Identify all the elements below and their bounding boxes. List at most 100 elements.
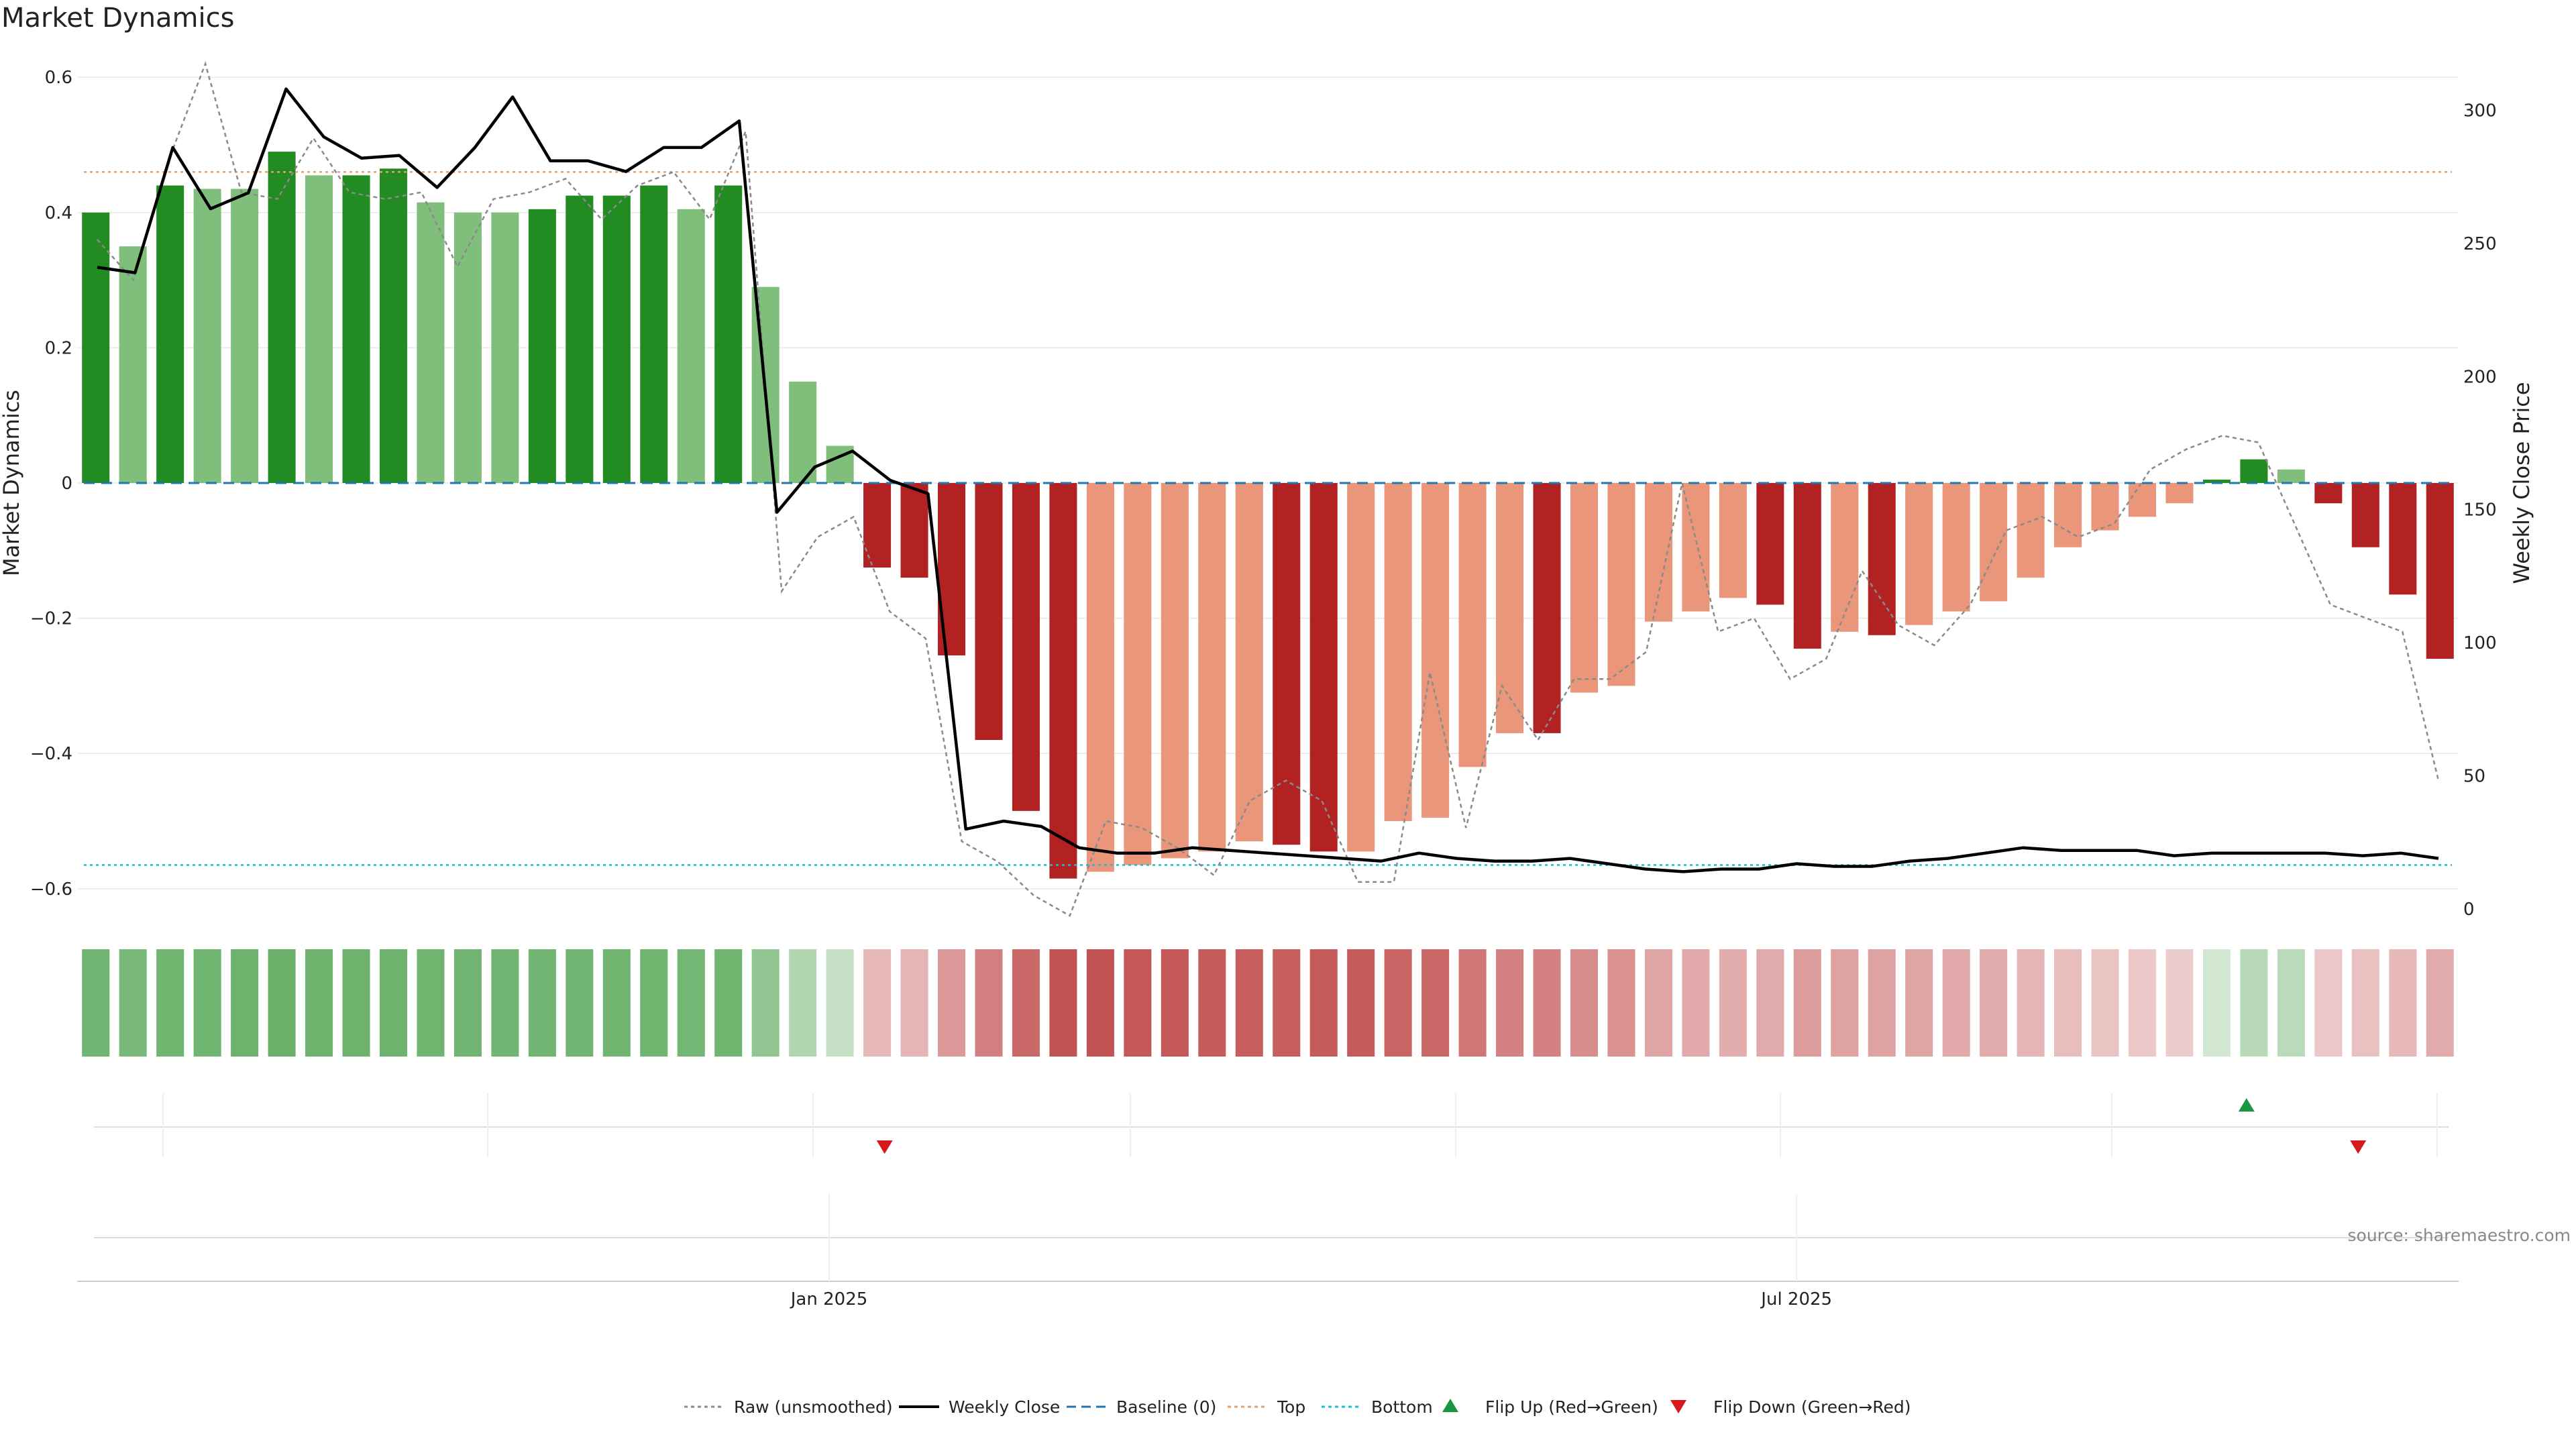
bar: [714, 185, 743, 483]
bar: [379, 168, 408, 484]
bar: [1607, 483, 1635, 686]
bar: [1942, 483, 1970, 612]
strip-cell: [2314, 949, 2343, 1057]
strip-cell: [2128, 949, 2157, 1057]
bar: [1309, 483, 1338, 852]
bar: [1719, 483, 1747, 598]
date-tick-label: Jan 2025: [790, 1289, 868, 1309]
strip-cell: [82, 949, 110, 1057]
bar: [1644, 483, 1672, 622]
strip-cell: [268, 949, 296, 1057]
bar: [2240, 459, 2268, 483]
right-tick-label: 200: [2463, 367, 2497, 387]
strip-cell: [2277, 949, 2305, 1057]
strip-cell: [1682, 949, 1710, 1057]
bar: [1682, 483, 1710, 612]
reference-lines: [84, 171, 2452, 866]
strip-cell: [1458, 949, 1487, 1057]
strip-cell: [1533, 949, 1561, 1057]
legend-label: Bottom: [1371, 1397, 1433, 1417]
strip-cell: [342, 949, 370, 1057]
bar: [1905, 483, 1933, 625]
raw-unsmoothed-line: [97, 61, 2440, 917]
strip-cell: [2202, 949, 2231, 1057]
bar: [1831, 483, 1859, 632]
bar: [1570, 483, 1599, 693]
strip-cell: [1831, 949, 1859, 1057]
strip-cell: [1049, 949, 1077, 1057]
bar: [1235, 483, 1263, 842]
bar: [1273, 483, 1301, 845]
legend-item: Weekly Close: [899, 1397, 1060, 1417]
strip-cell: [1086, 949, 1114, 1057]
bar: [2277, 469, 2305, 483]
left-tick-label: −0.4: [30, 744, 72, 764]
bar: [1124, 483, 1152, 865]
bar: [1347, 483, 1375, 852]
bar: [2017, 483, 2045, 578]
bar: [1421, 483, 1450, 818]
bar: [1868, 483, 1896, 635]
date-axis-panel: Jan 2025 Jul 2025: [77, 1194, 2459, 1309]
strip-cell: [826, 949, 854, 1057]
bar: [1161, 483, 1189, 859]
strip-cell: [1942, 949, 1970, 1057]
bar: [1533, 483, 1561, 733]
dynamics-strip: [82, 949, 2454, 1057]
bar: [566, 195, 594, 483]
left-tick-label: 0.6: [45, 68, 72, 88]
strip-cell: [1235, 949, 1263, 1057]
strip-cell: [231, 949, 259, 1057]
legend-item: Raw (unsmoothed): [684, 1397, 893, 1417]
right-tick-label: 0: [2463, 900, 2475, 920]
strip-cell: [1607, 949, 1635, 1057]
legend-item: Bottom: [1322, 1397, 1433, 1417]
bar: [1496, 483, 1524, 733]
strip-cell: [528, 949, 556, 1057]
legend-item: Top: [1228, 1397, 1305, 1417]
bar: [119, 246, 147, 483]
legend-label: Flip Up (Red→Green): [1485, 1397, 1658, 1417]
bar: [268, 152, 296, 483]
strip-cell: [2054, 949, 2082, 1057]
legend-label: Weekly Close: [949, 1397, 1060, 1417]
bar: [677, 209, 705, 483]
bar: [491, 212, 519, 483]
left-tick-label: 0: [61, 474, 72, 494]
bar: [156, 185, 184, 483]
bar: [82, 212, 110, 483]
bar: [2128, 483, 2157, 517]
strip-cell: [1384, 949, 1412, 1057]
strip-cell: [2165, 949, 2194, 1057]
bar: [1458, 483, 1487, 767]
strip-cell: [640, 949, 668, 1057]
bar: [1980, 483, 2008, 602]
strip-cell: [566, 949, 594, 1057]
strip-cell: [193, 949, 221, 1057]
strip-cell: [305, 949, 333, 1057]
bar: [2389, 483, 2417, 595]
strip-cell: [2091, 949, 2119, 1057]
bar: [528, 209, 556, 483]
bar: [640, 185, 668, 483]
strip-cell: [1719, 949, 1747, 1057]
series-lines: [97, 61, 2440, 917]
bar: [2202, 479, 2231, 483]
flip-markers-panel: [94, 1093, 2449, 1157]
strip-cell: [379, 949, 408, 1057]
strip-cell: [714, 949, 743, 1057]
strip-cell: [937, 949, 966, 1057]
bar: [789, 381, 817, 483]
bar: [1756, 483, 1784, 605]
strip-cell: [2426, 949, 2454, 1057]
strip-cell: [900, 949, 928, 1057]
bar: [975, 483, 1003, 741]
bar: [193, 189, 221, 483]
strip-cell: [2351, 949, 2379, 1057]
bar: [1198, 483, 1226, 852]
bar: [453, 212, 482, 483]
strip-cell: [1421, 949, 1450, 1057]
right-tick-label: 300: [2463, 101, 2497, 121]
left-tick-label: 0.4: [45, 203, 72, 223]
bar: [1049, 483, 1077, 879]
